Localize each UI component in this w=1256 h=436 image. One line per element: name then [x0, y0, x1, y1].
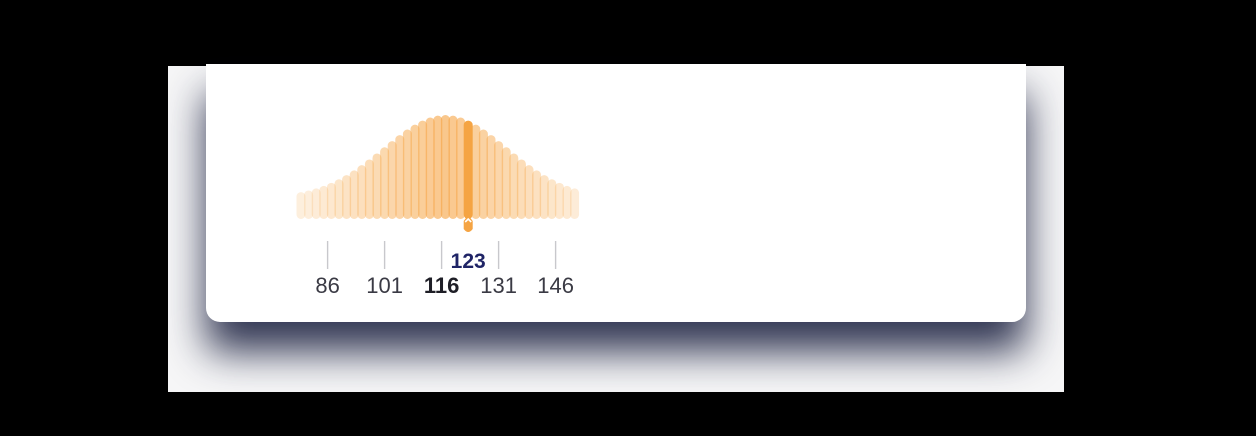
selection-handle[interactable]	[463, 215, 473, 232]
scale-tick-label: 116	[424, 273, 460, 298]
histogram-bar	[570, 188, 580, 219]
histogram-bar	[562, 185, 572, 219]
histogram-bar	[478, 129, 488, 219]
histogram-bar	[456, 117, 466, 219]
value-picker-card: 86 101 116 131 146 123	[206, 64, 1026, 322]
histogram-bar	[326, 182, 336, 219]
histogram-bar	[357, 165, 367, 219]
histogram-bar	[494, 141, 504, 219]
histogram-bar	[349, 170, 359, 219]
histogram-bar	[433, 115, 443, 219]
histogram-bar	[524, 165, 534, 219]
histogram-bar	[486, 135, 496, 219]
histogram-bar	[372, 153, 382, 219]
histogram-bar	[425, 117, 435, 219]
scale-tick-label: 146	[537, 273, 574, 298]
histogram-bar	[554, 182, 564, 219]
histogram-bar	[448, 115, 458, 219]
histogram-bar	[304, 190, 314, 219]
selection-marker[interactable]	[463, 215, 473, 232]
chevron-up-icon	[464, 217, 472, 223]
histogram-bar	[395, 135, 405, 219]
histogram-bar	[380, 147, 390, 219]
histogram-bar	[509, 153, 519, 219]
histogram-bar	[296, 192, 306, 219]
histogram-bar	[516, 159, 526, 219]
scale-tick-label: 131	[480, 273, 517, 298]
histogram-bar	[364, 159, 374, 219]
scale-tick-label: 86	[315, 273, 339, 298]
histogram-bar	[342, 175, 352, 219]
histogram-bar	[532, 170, 542, 219]
histogram-bar	[471, 124, 481, 219]
histogram-bars	[296, 115, 580, 219]
scale-ticks: 86 101 116 131 146	[315, 241, 574, 298]
histogram-bar	[334, 179, 344, 219]
histogram-bar	[410, 124, 420, 219]
histogram-bar	[319, 185, 329, 219]
histogram-bar	[402, 129, 412, 219]
histogram-bar	[387, 141, 397, 219]
histogram-bar	[440, 115, 450, 219]
value-ruler[interactable]: 86 101 116 131 146 123	[206, 64, 1026, 322]
histogram-bar-selected	[463, 120, 473, 219]
histogram-bar	[311, 188, 321, 219]
histogram-bar	[539, 175, 549, 219]
histogram-bar	[418, 120, 428, 219]
scale-tick-label: 101	[366, 273, 403, 298]
histogram-bar	[501, 147, 511, 219]
histogram-bar	[547, 179, 557, 219]
selected-value-label: 123	[451, 250, 486, 273]
